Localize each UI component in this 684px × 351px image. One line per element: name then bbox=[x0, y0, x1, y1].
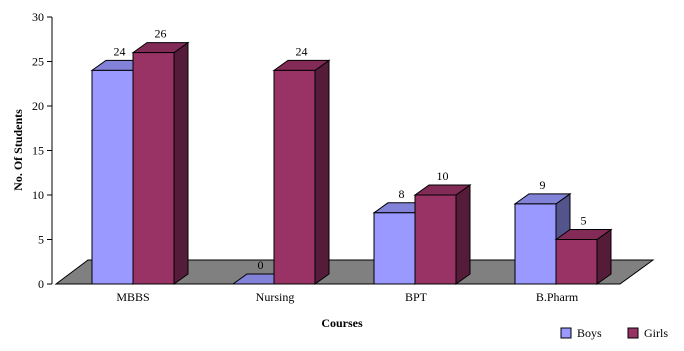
y-tick-label: 15 bbox=[32, 144, 44, 158]
legend-label-girls: Girls bbox=[644, 326, 668, 340]
x-tick-label: BPT bbox=[405, 290, 428, 304]
data-label: 0 bbox=[258, 258, 264, 272]
y-tick-label: 20 bbox=[32, 99, 44, 113]
y-tick-label: 10 bbox=[32, 188, 44, 202]
y-axis: 0 5 10 15 20 25 30 bbox=[32, 10, 53, 291]
bars bbox=[90, 41, 613, 285]
y-tick-label: 5 bbox=[38, 233, 44, 247]
bar-girls-mbbs bbox=[131, 41, 190, 285]
x-tick-label: Nursing bbox=[256, 290, 295, 304]
data-label: 9 bbox=[540, 178, 546, 192]
y-tick-label: 25 bbox=[32, 55, 44, 69]
bar-girls-bpharm bbox=[554, 228, 613, 285]
data-labels: 24 26 0 24 8 10 9 5 bbox=[114, 27, 587, 272]
data-label: 8 bbox=[399, 187, 405, 201]
data-label: 10 bbox=[437, 169, 449, 183]
data-label: 5 bbox=[581, 214, 587, 228]
legend: Boys Girls bbox=[560, 326, 668, 340]
x-tick-label: B.Pharm bbox=[536, 290, 579, 304]
data-label: 26 bbox=[155, 27, 167, 41]
legend-swatch-girls bbox=[627, 327, 639, 339]
data-label: 24 bbox=[296, 44, 308, 58]
bar-girls-nursing bbox=[272, 59, 331, 285]
legend-label-boys: Boys bbox=[577, 326, 602, 340]
x-axis-labels: MBBS Nursing BPT B.Pharm bbox=[116, 290, 579, 304]
y-axis-title: No. Of Students bbox=[11, 109, 25, 191]
bar-girls-bpt bbox=[413, 184, 472, 285]
y-tick-label: 0 bbox=[38, 277, 44, 291]
y-tick-label: 30 bbox=[32, 10, 44, 24]
x-tick-label: MBBS bbox=[116, 290, 149, 304]
legend-swatch-boys bbox=[560, 327, 572, 339]
data-label: 24 bbox=[114, 44, 126, 58]
x-axis-title: Courses bbox=[321, 316, 363, 330]
